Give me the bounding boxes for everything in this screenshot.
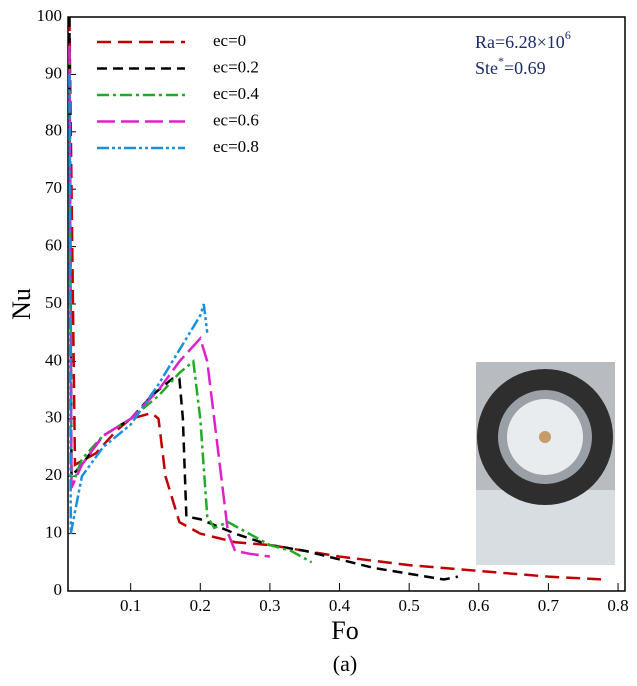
x-tick-label: 0.7 bbox=[538, 596, 560, 615]
x-tick-label: 0.4 bbox=[329, 596, 351, 615]
legend-label: ec=0.6 bbox=[213, 110, 259, 129]
y-tick-label: 20 bbox=[45, 465, 62, 484]
y-tick-label: 0 bbox=[54, 580, 63, 599]
annotation-text: * bbox=[498, 54, 504, 68]
x-tick-label: 0.5 bbox=[399, 596, 420, 615]
annotation-text: 6 bbox=[565, 28, 571, 42]
y-tick-label: 60 bbox=[45, 236, 62, 255]
y-tick-label: 40 bbox=[45, 350, 62, 369]
annotation-text: Ra=6.28×10 bbox=[475, 32, 565, 52]
y-tick-label: 10 bbox=[45, 523, 62, 542]
y-label: Nu bbox=[7, 288, 36, 320]
y-tick-label: 50 bbox=[45, 293, 62, 312]
legend-label: ec=0.4 bbox=[213, 84, 259, 103]
y-tick-label: 80 bbox=[45, 121, 62, 140]
legend-label: ec=0 bbox=[213, 31, 246, 50]
x-tick-label: 0.8 bbox=[607, 596, 628, 615]
legend-label: ec=0.8 bbox=[213, 137, 259, 156]
y-tick-label: 30 bbox=[45, 408, 62, 427]
y-tick-label: 90 bbox=[45, 63, 62, 82]
series-line bbox=[68, 45, 271, 558]
x-tick-label: 0.1 bbox=[120, 596, 141, 615]
photo-inset bbox=[476, 362, 615, 565]
annotation-text: Ste bbox=[475, 58, 498, 78]
annotation: Ste*=0.69 bbox=[475, 54, 546, 78]
x-tick-label: 0.2 bbox=[190, 596, 211, 615]
y-tick-label: 100 bbox=[37, 6, 63, 25]
x-label: Fo bbox=[331, 616, 358, 645]
annotation: Ra=6.28×106 bbox=[475, 28, 571, 52]
x-tick-label: 0.3 bbox=[259, 596, 280, 615]
series-line bbox=[68, 16, 459, 581]
legend-label: ec=0.2 bbox=[213, 57, 259, 76]
x-tick-label: 0.6 bbox=[468, 596, 489, 615]
caption: (a) bbox=[333, 651, 357, 676]
series-line bbox=[68, 74, 209, 534]
y-tick-label: 70 bbox=[45, 178, 62, 197]
series-line bbox=[68, 16, 605, 581]
annotation-text: =0.69 bbox=[504, 58, 546, 78]
series-line bbox=[68, 45, 313, 564]
